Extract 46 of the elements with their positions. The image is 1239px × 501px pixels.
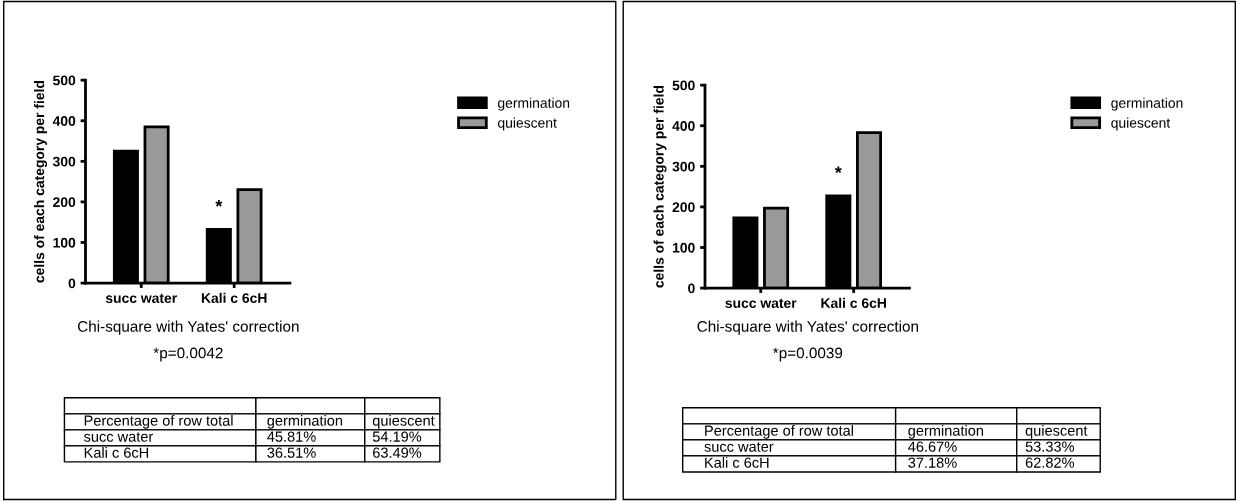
- y-tick-label: 500: [672, 80, 695, 91]
- x-tick-label: succ water: [105, 293, 177, 303]
- text: Percentage of row total: [84, 415, 233, 429]
- text: Kali c 6cH: [84, 447, 149, 458]
- legend-label: quiescent: [1111, 117, 1171, 131]
- text: quiescent: [1025, 425, 1088, 439]
- text: 37.18%: [908, 457, 957, 468]
- y-tick-label: 500: [53, 75, 76, 86]
- annotation: *: [215, 199, 223, 207]
- text: 46.67%: [908, 441, 957, 452]
- text: *p=0.0039: [773, 347, 843, 362]
- text: *p=0.0042: [153, 347, 223, 362]
- text: 62.82%: [1025, 457, 1075, 468]
- text: succ water: [704, 442, 774, 452]
- y-tick-label: 400: [52, 116, 76, 126]
- text: Chi-square with Yates' correction: [697, 320, 918, 335]
- x-tick-label: Kali c 6cH: [821, 297, 886, 308]
- y-tick-label: 300: [52, 156, 76, 167]
- y-tick-label: 200: [53, 197, 76, 208]
- text: Percentage of row total: [705, 425, 853, 439]
- legend-label: germination: [1111, 97, 1183, 111]
- text: quiescent: [372, 415, 435, 429]
- text: germination: [908, 425, 983, 439]
- y-tick-label: 100: [53, 237, 76, 248]
- y-axis-title: cells of each category per field: [653, 86, 667, 288]
- text: succ water: [83, 432, 154, 442]
- text: Chi-square with Yates' correction: [77, 320, 299, 335]
- y-tick-label: 200: [672, 202, 695, 213]
- legend-label: germination: [498, 97, 570, 111]
- legend-label: quiescent: [498, 117, 557, 131]
- y-tick-label: 0: [688, 283, 695, 294]
- text: Kali c 6cH: [705, 457, 769, 468]
- text: germination: [267, 415, 343, 429]
- y-tick-label: 100: [672, 242, 695, 253]
- annotation: *: [834, 166, 842, 174]
- text: 45.81%: [267, 431, 316, 442]
- y-tick-label: 300: [672, 161, 695, 172]
- x-tick-label: Kali c 6cH: [201, 292, 267, 303]
- text: 63.49%: [373, 447, 422, 458]
- y-tick-label: 400: [672, 121, 695, 131]
- x-tick-label: succ water: [725, 298, 797, 308]
- text: 54.19%: [372, 431, 422, 442]
- y-axis-title: cells of each category per field: [34, 81, 48, 283]
- text: 53.33%: [1025, 441, 1075, 452]
- y-tick-label: 0: [68, 278, 76, 289]
- text: 36.51%: [267, 447, 316, 458]
